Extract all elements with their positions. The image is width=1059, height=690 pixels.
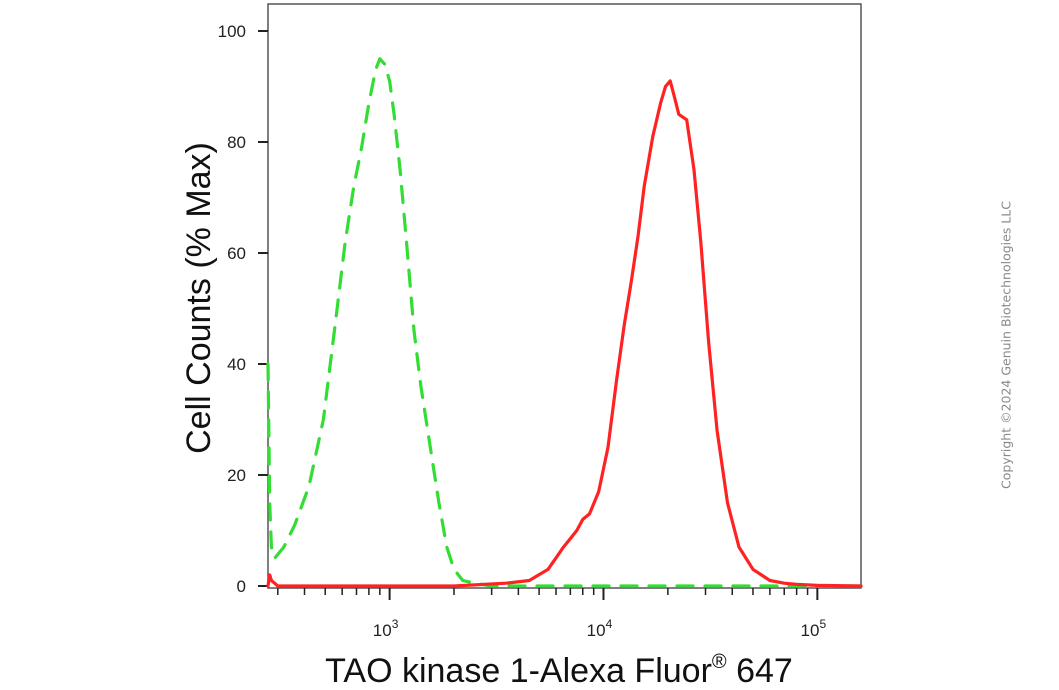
- x-tick-base: 10: [373, 621, 392, 640]
- y-tick-label: 20: [227, 466, 246, 485]
- series-line-0: [266, 57, 863, 588]
- y-tick-label: 60: [227, 244, 246, 263]
- x-axis-label: TAO kinase 1-Alexa Fluor® 647: [325, 651, 793, 690]
- y-tick-label: 0: [237, 577, 246, 596]
- y-tick-label: 40: [227, 355, 246, 374]
- x-tick-label: 104: [587, 617, 613, 640]
- x-tick-exponent: 3: [392, 617, 399, 631]
- x-tick-label: 105: [801, 617, 827, 640]
- x-tick-base: 10: [587, 621, 606, 640]
- copyright-watermark: Copyright ©2024 Genuin Biotechnologies L…: [998, 201, 1014, 489]
- x-tick-base: 10: [801, 621, 820, 640]
- series-layer: [266, 57, 863, 588]
- x-axis-label-suffix: 647: [727, 652, 793, 690]
- y-axis-label: Cell Counts (% Max): [180, 142, 218, 454]
- y-tick-label: 100: [218, 22, 246, 41]
- x-axis-label-main: TAO kinase 1-Alexa Fluor: [325, 652, 712, 690]
- x-axis-label-registered-mark: ®: [712, 651, 727, 673]
- plot-frame: [267, 3, 862, 589]
- x-tick-exponent: 5: [819, 617, 826, 631]
- y-axis: 0 20 40 60 80 100: [218, 22, 268, 596]
- x-axis: 103 104 105: [277, 588, 827, 640]
- x-tick-exponent: 4: [606, 617, 613, 631]
- series-line-1: [266, 79, 863, 588]
- y-tick-label: 80: [227, 133, 246, 152]
- x-tick-label: 103: [373, 617, 399, 640]
